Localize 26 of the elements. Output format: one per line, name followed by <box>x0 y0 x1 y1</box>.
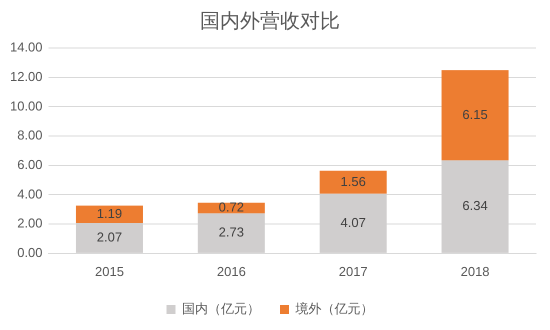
bar <box>320 170 387 194</box>
data-label: 2.73 <box>218 224 244 240</box>
y-tick-label: 0.00 <box>17 244 43 260</box>
data-label: 1.56 <box>340 174 366 189</box>
y-tick-label: 14.00 <box>10 40 43 55</box>
data-label: 6.34 <box>462 198 488 214</box>
data-label: 1.19 <box>96 206 122 221</box>
legend-label: 国内（亿元） <box>182 301 260 316</box>
data-label: 0.72 <box>218 200 244 215</box>
y-tick-label: 12.00 <box>10 68 43 84</box>
x-tick-label: 2018 <box>460 264 490 279</box>
x-tick-label: 2015 <box>95 264 124 279</box>
data-label: 6.15 <box>462 106 488 122</box>
legend-label: 境外（亿元） <box>294 301 374 316</box>
bar <box>76 206 143 224</box>
x-tick-label: 2016 <box>216 264 246 279</box>
y-tick-label: 2.00 <box>17 216 43 231</box>
data-label: 4.07 <box>340 214 366 230</box>
y-tick-label: 4.00 <box>17 186 43 202</box>
chart-title: 国内外营收对比 <box>200 10 340 33</box>
y-tick-label: 10.00 <box>10 98 43 114</box>
y-tick-label: 8.00 <box>17 128 43 143</box>
y-tick-label: 6.00 <box>17 156 43 172</box>
data-label: 2.07 <box>96 230 122 245</box>
x-tick-label: 2017 <box>338 264 368 279</box>
bar <box>442 70 509 160</box>
